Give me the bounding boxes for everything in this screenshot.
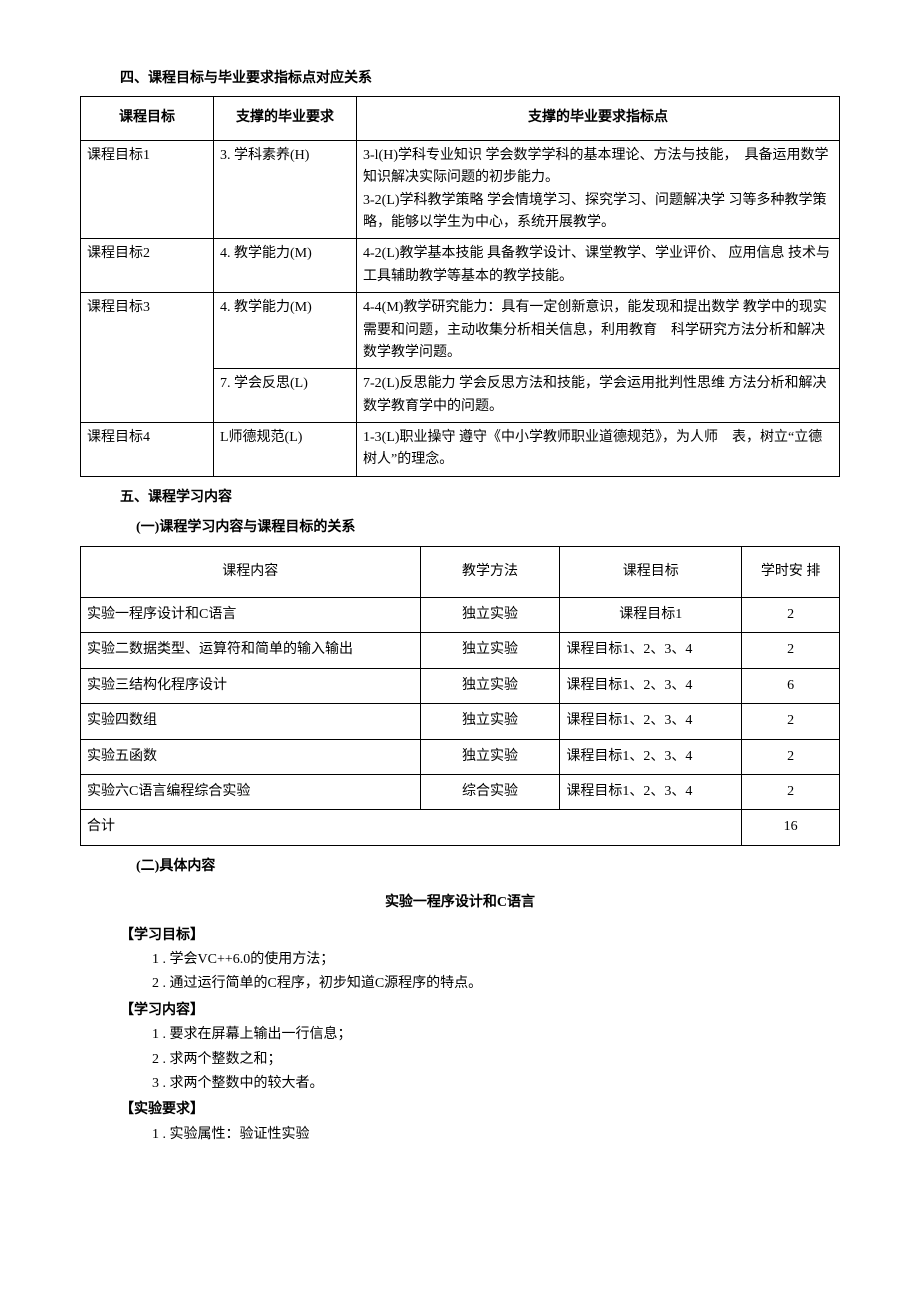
cell-hours: 2 xyxy=(742,739,840,774)
cell-indicator: 4-2(L)教学基本技能 具备教学设计、课堂教学、学业评价、 应用信息 技术与工… xyxy=(357,239,840,293)
cell-goal: 课程目标1、2、3、4 xyxy=(560,704,742,739)
table2-header-row: 课程内容 教学方法 课程目标 学时安 排 xyxy=(81,546,840,597)
table-course-content: 课程内容 教学方法 课程目标 学时安 排 实验一程序设计和C语言独立实验课程目标… xyxy=(80,546,840,846)
cell-goal: 课程目标3 xyxy=(81,293,214,423)
table-row: 实验四数组独立实验课程目标1、2、3、42 xyxy=(81,704,840,739)
heading-content: 【学习内容】 xyxy=(120,1000,840,1022)
section5-sub1: (一)课程学习内容与课程目标的关系 xyxy=(136,517,840,539)
cell-requirement: 7. 学会反思(L) xyxy=(214,369,357,423)
heading-requirement: 【实验要求】 xyxy=(120,1099,840,1121)
cell-goal: 课程目标1 xyxy=(560,598,742,633)
cell-content: 实验三结构化程序设计 xyxy=(81,668,421,703)
cell-hours: 2 xyxy=(742,704,840,739)
experiment1-title: 实验一程序设计和C语言 xyxy=(80,892,840,914)
section5-title: 五、课程学习内容 xyxy=(120,487,840,509)
table-row: 课程目标4L师德规范(L)1-3(L)职业操守 遵守《中小学教师职业道德规范》，… xyxy=(81,423,840,477)
cell-method: 独立实验 xyxy=(420,739,560,774)
t2-h3: 课程目标 xyxy=(560,546,742,597)
content-item: 2 . 求两个整数之和； xyxy=(152,1049,840,1071)
t2-h1: 课程内容 xyxy=(81,546,421,597)
cell-indicator: 4-4(M)教学研究能力：具有一定创新意识，能发现和提出数学 教学中的现实需要和… xyxy=(357,293,840,369)
cell-content: 实验二数据类型、运算符和简单的输入输出 xyxy=(81,633,421,668)
table-row-total: 合计16 xyxy=(81,810,840,845)
table-row: 课程目标24. 教学能力(M)4-2(L)教学基本技能 具备教学设计、课堂教学、… xyxy=(81,239,840,293)
cell-goal: 课程目标4 xyxy=(81,423,214,477)
objective-item: 2 . 通过运行简单的C程序，初步知道C源程序的特点。 xyxy=(152,973,840,995)
cell-content: 实验四数组 xyxy=(81,704,421,739)
cell-hours: 2 xyxy=(742,598,840,633)
cell-requirement: 3. 学科素养(H) xyxy=(214,140,357,239)
cell-method: 独立实验 xyxy=(420,633,560,668)
table-row: 实验六C语言编程综合实验综合实验课程目标1、2、3、42 xyxy=(81,774,840,809)
table-row: 实验一程序设计和C语言独立实验课程目标12 xyxy=(81,598,840,633)
cell-content: 实验六C语言编程综合实验 xyxy=(81,774,421,809)
content-item: 3 . 求两个整数中的较大者。 xyxy=(152,1073,840,1095)
cell-total-label: 合计 xyxy=(81,810,742,845)
cell-goal: 课程目标1 xyxy=(81,140,214,239)
content-item: 1 . 要求在屏幕上输出一行信息； xyxy=(152,1024,840,1046)
cell-method: 独立实验 xyxy=(420,598,560,633)
cell-method: 独立实验 xyxy=(420,668,560,703)
cell-goal: 课程目标1、2、3、4 xyxy=(560,739,742,774)
cell-hours: 2 xyxy=(742,774,840,809)
cell-requirement: L师德规范(L) xyxy=(214,423,357,477)
table-row: 课程目标13. 学科素养(H)3-l(H)学科专业知识 学会数学学科的基本理论、… xyxy=(81,140,840,239)
cell-indicator: 3-l(H)学科专业知识 学会数学学科的基本理论、方法与技能， 具备运用数学知识… xyxy=(357,140,840,239)
cell-goal: 课程目标1、2、3、4 xyxy=(560,633,742,668)
table-row: 实验五函数独立实验课程目标1、2、3、42 xyxy=(81,739,840,774)
cell-goal: 课程目标1、2、3、4 xyxy=(560,668,742,703)
cell-content: 实验五函数 xyxy=(81,739,421,774)
t1-h1: 课程目标 xyxy=(81,97,214,140)
table1-header-row: 课程目标 支撑的毕业要求 支撑的毕业要求指标点 xyxy=(81,97,840,140)
cell-method: 综合实验 xyxy=(420,774,560,809)
cell-goal: 课程目标1、2、3、4 xyxy=(560,774,742,809)
cell-method: 独立实验 xyxy=(420,704,560,739)
t1-h3: 支撑的毕业要求指标点 xyxy=(357,97,840,140)
cell-hours: 2 xyxy=(742,633,840,668)
cell-content: 实验一程序设计和C语言 xyxy=(81,598,421,633)
table-goal-requirement: 课程目标 支撑的毕业要求 支撑的毕业要求指标点 课程目标13. 学科素养(H)3… xyxy=(80,96,840,476)
t2-h4: 学时安 排 xyxy=(742,546,840,597)
cell-requirement: 4. 教学能力(M) xyxy=(214,239,357,293)
table-row: 课程目标34. 教学能力(M)4-4(M)教学研究能力：具有一定创新意识，能发现… xyxy=(81,293,840,369)
section4-title: 四、课程目标与毕业要求指标点对应关系 xyxy=(120,68,840,90)
requirement-item: 1 . 实验属性：验证性实验 xyxy=(152,1124,840,1146)
cell-indicator: 7-2(L)反思能力 学会反思方法和技能，学会运用批判性思维 方法分析和解决数学… xyxy=(357,369,840,423)
t2-h2: 教学方法 xyxy=(420,546,560,597)
cell-hours: 6 xyxy=(742,668,840,703)
heading-objectives: 【学习目标】 xyxy=(120,925,840,947)
table-row: 实验二数据类型、运算符和简单的输入输出独立实验课程目标1、2、3、42 xyxy=(81,633,840,668)
objective-item: 1 . 学会VC++6.0的使用方法； xyxy=(152,949,840,971)
cell-indicator: 1-3(L)职业操守 遵守《中小学教师职业道德规范》，为人师 表，树立“立德树人… xyxy=(357,423,840,477)
cell-total-hours: 16 xyxy=(742,810,840,845)
section5-sub2: (二)具体内容 xyxy=(136,856,840,878)
t1-h2: 支撑的毕业要求 xyxy=(214,97,357,140)
cell-requirement: 4. 教学能力(M) xyxy=(214,293,357,369)
cell-goal: 课程目标2 xyxy=(81,239,214,293)
table-row: 实验三结构化程序设计独立实验课程目标1、2、3、46 xyxy=(81,668,840,703)
